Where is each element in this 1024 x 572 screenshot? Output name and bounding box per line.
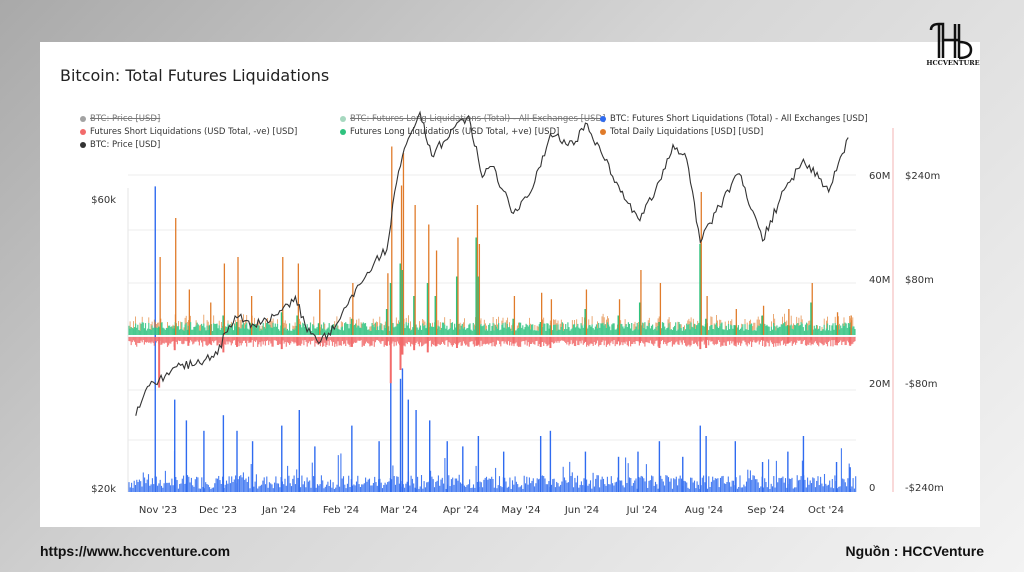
y-mid-tick-label: 20M <box>869 379 890 390</box>
x-tick-label: Feb '24 <box>323 505 359 516</box>
legend-item-short-all[interactable]: BTC: Futures Short Liquidations (Total) … <box>600 114 868 124</box>
y-right-tick-label: $80m <box>905 275 934 286</box>
legend-dot <box>80 142 86 148</box>
legend-dot <box>600 129 606 135</box>
legend-item-price[interactable]: BTC: Price [USD] <box>80 140 160 150</box>
x-tick-label: Mar '24 <box>380 505 418 516</box>
legend-item-total-daily[interactable]: Total Daily Liquidations [USD] [USD] <box>600 127 763 137</box>
legend-item-price-hidden[interactable]: BTC: Price [USD] <box>80 114 160 124</box>
legend-dot <box>340 116 346 122</box>
y-mid-tick-label: 0 <box>869 483 875 494</box>
legend-item-long-pos[interactable]: Futures Long Liquidations (USD Total, +v… <box>340 127 559 137</box>
legend-label: Total Daily Liquidations [USD] [USD] <box>610 127 764 137</box>
y-mid-tick-label: 40M <box>869 275 890 286</box>
y-right-tick-label: -$240m <box>905 483 944 494</box>
x-tick-label: Sep '24 <box>747 505 785 516</box>
legend-label: BTC: Price [USD] <box>90 140 161 150</box>
x-tick-label: Aug '24 <box>685 505 723 516</box>
chart-legend: BTC: Price [USD] BTC: Futures Long Liqui… <box>80 114 880 154</box>
x-tick-label: May '24 <box>501 505 540 516</box>
price-series <box>135 110 849 416</box>
short-liquidations-series <box>128 186 857 492</box>
x-tick-label: Jul '24 <box>626 505 658 516</box>
y-right-tick-label: $240m <box>905 171 940 182</box>
y-left-tick-label: $20k <box>91 484 116 495</box>
axis-labels: Nov '23 Dec '23 Jan '24 Feb '24 Mar '24 Apr '… <box>91 171 944 516</box>
x-tick-label: Nov '23 <box>139 505 177 516</box>
liquidation-spikes-series <box>128 146 856 388</box>
x-tick-label: Jun '24 <box>564 505 599 516</box>
legend-item-short-neg[interactable]: Futures Short Liquidations (USD Total, -… <box>80 127 297 137</box>
website-link[interactable]: https://www.hccventure.com <box>40 543 231 559</box>
chart-card: Bitcoin: Total Futures Liquidations BTC:… <box>40 42 980 527</box>
price-line <box>135 110 849 416</box>
grid-lines <box>127 128 894 492</box>
x-tick-label: Jan '24 <box>261 505 296 516</box>
legend-label: BTC: Futures Long Liquidations (Total) -… <box>350 114 606 124</box>
logo-icon <box>929 22 973 60</box>
x-tick-label: Dec '23 <box>199 505 237 516</box>
legend-dot <box>80 116 86 122</box>
logo-wordmark: HCCVENTURE <box>926 59 980 67</box>
x-tick-label: Oct '24 <box>808 505 844 516</box>
legend-label: BTC: Price [USD] <box>90 114 161 124</box>
y-mid-tick-label: 60M <box>869 171 890 182</box>
y-right-tick-label: -$80m <box>905 379 937 390</box>
y-left-tick-label: $60k <box>91 195 116 206</box>
source-credit: Nguồn : HCCVenture <box>845 543 984 559</box>
chart-title: Bitcoin: Total Futures Liquidations <box>60 66 330 85</box>
hcc-logo <box>925 22 980 70</box>
legend-dot <box>600 116 606 122</box>
x-tick-label: Apr '24 <box>443 505 479 516</box>
legend-label: Futures Long Liquidations (USD Total, +v… <box>350 127 560 137</box>
legend-label: Futures Short Liquidations (USD Total, -… <box>90 127 298 137</box>
legend-dot <box>340 129 346 135</box>
legend-item-long-all-hidden[interactable]: BTC: Futures Long Liquidations (Total) -… <box>340 114 605 124</box>
legend-dot <box>80 129 86 135</box>
legend-label: BTC: Futures Short Liquidations (Total) … <box>610 114 868 124</box>
